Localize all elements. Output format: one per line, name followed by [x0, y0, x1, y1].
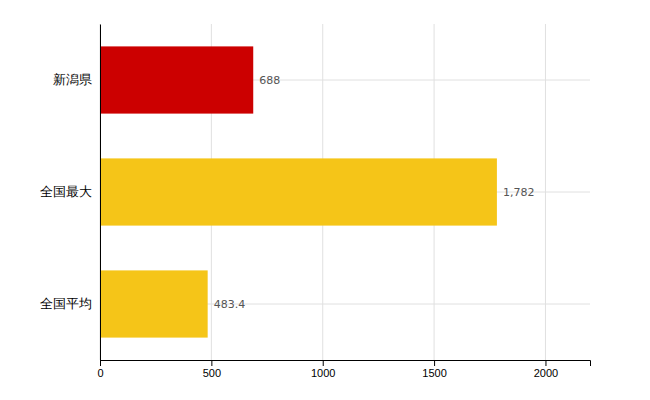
tick-label: 0 [97, 367, 103, 379]
tick: 1000 [311, 360, 335, 379]
data-labels: 483.4 1,782 688 [214, 74, 535, 311]
plot: 0 500 1000 1500 2000 全国平均 全国最大 新潟県 483.4 1,782 688 [40, 24, 591, 379]
tick-label: 全国平均 [40, 296, 92, 311]
tick-mark [545, 360, 546, 366]
tick: 2000 [534, 360, 558, 379]
tick-mark [211, 360, 212, 366]
data-label: 483.4 [214, 298, 246, 311]
tick: 全国平均 [40, 296, 100, 311]
tick-label: 2000 [534, 367, 558, 379]
tick-mark [323, 360, 324, 366]
tick-label: 500 [203, 367, 221, 379]
tick: 新潟県 [53, 72, 100, 87]
tick-label: 新潟県 [53, 72, 92, 87]
tick: 500 [203, 360, 221, 379]
bar [100, 158, 497, 225]
tick: 全国最大 [40, 184, 100, 199]
data-label: 1,782 [503, 186, 535, 199]
data-label: 688 [259, 74, 280, 87]
tick: 1500 [422, 360, 446, 379]
tick-mark [434, 360, 435, 366]
bar [100, 270, 208, 337]
tick-label: 1000 [311, 367, 335, 379]
tick: 0 [97, 360, 103, 379]
axis-line [101, 361, 591, 367]
bar [100, 46, 253, 113]
tick-label: 1500 [422, 367, 446, 379]
axis-line [100, 25, 101, 361]
grid [100, 24, 590, 360]
chart: 0 500 1000 1500 2000 全国平均 全国最大 新潟県 483.4 1,782 688 [0, 0, 650, 400]
grid-line [100, 24, 101, 360]
tick-mark [100, 360, 101, 366]
tick-label: 全国最大 [40, 184, 92, 199]
bars [100, 46, 497, 337]
y-axis: 全国平均 全国最大 新潟県 [40, 25, 101, 361]
x-axis: 0 500 1000 1500 2000 [97, 360, 590, 379]
